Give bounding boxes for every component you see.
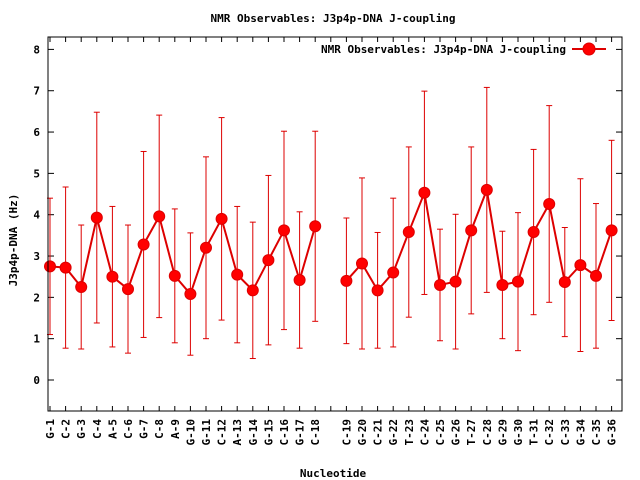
x-tick-label: C-24: [418, 419, 431, 446]
x-tick-label: C-16: [278, 419, 291, 446]
data-point: [231, 268, 244, 281]
x-tick-label: G-7: [138, 419, 151, 439]
x-tick-label: G-10: [184, 419, 197, 446]
x-tick-label: G-11: [200, 419, 213, 446]
data-point: [387, 266, 400, 279]
x-tick-label: C-2: [60, 419, 73, 439]
x-tick-label: G-29: [496, 419, 509, 446]
data-point: [75, 281, 88, 294]
x-tick-label: C-33: [559, 419, 572, 446]
x-tick-label: C-28: [481, 419, 494, 446]
legend-marker: [582, 42, 596, 56]
data-point: [356, 257, 368, 270]
x-tick-label: G-20: [356, 419, 369, 446]
data-point: [278, 224, 290, 237]
x-tick-label: G-1: [44, 419, 57, 439]
x-tick-label: C-4: [91, 419, 104, 439]
x-tick-label: G-36: [606, 419, 619, 446]
data-point: [590, 269, 602, 282]
data-point: [496, 278, 509, 291]
data-point: [418, 186, 431, 199]
x-tick-label: C-18: [309, 419, 322, 446]
x-tick-label: T-27: [465, 419, 478, 446]
data-point: [480, 183, 493, 196]
legend-label: NMR Observables: J3p4p-DNA J-coupling: [321, 43, 566, 56]
y-tick-label: 6: [33, 126, 40, 139]
data-point: [371, 284, 384, 297]
x-tick-label: G-26: [450, 419, 463, 446]
y-tick-label: 1: [33, 333, 40, 346]
data-point: [512, 275, 524, 288]
data-point: [449, 275, 462, 288]
x-tick-labels: G-1 C-2 G-3 C-4 A-5 C-6 G-7 C-8 A-9 G-10 G-11 C-12 A…: [44, 419, 619, 446]
x-tick-label: A-9: [169, 419, 182, 439]
data-point: [527, 226, 540, 239]
x-tick-label: G-14: [247, 419, 260, 446]
data-point: [558, 276, 571, 289]
y-tick-label: 5: [33, 167, 40, 180]
data-point: [340, 274, 353, 287]
data-point: [137, 238, 150, 251]
x-tick-label: G-17: [294, 419, 307, 446]
x-tick-label: G-34: [574, 419, 587, 446]
data-point: [90, 211, 103, 224]
y-axis-label: J3p4p-DNA (Hz): [7, 194, 20, 287]
data-point: [293, 273, 306, 286]
x-tick-label: C-6: [122, 419, 135, 439]
x-tick-label: C-21: [372, 419, 385, 446]
data-point: [153, 210, 166, 223]
y-tick-label: 8: [33, 43, 40, 56]
data-point: [309, 220, 322, 233]
x-tick-label: C-35: [590, 419, 603, 446]
x-tick-label: G-30: [512, 419, 525, 446]
axis-ticks: [48, 37, 622, 411]
data-series: [44, 86, 618, 360]
x-axis-label: Nucleotide: [300, 467, 367, 480]
y-tick-label: 3: [33, 250, 40, 263]
data-point: [574, 259, 587, 272]
series-line: [345, 188, 613, 292]
data-point: [434, 278, 446, 291]
data-point: [402, 226, 415, 239]
x-tick-label: C-8: [153, 419, 166, 439]
data-point: [215, 212, 228, 225]
data-point: [106, 270, 119, 283]
data-point: [59, 261, 72, 274]
data-point: [262, 254, 275, 267]
y-tick-label: 4: [33, 209, 40, 222]
data-point: [200, 241, 212, 254]
series-line: [49, 215, 317, 296]
x-tick-label: G-15: [262, 419, 275, 446]
chart-title: NMR Observables: J3p4p-DNA J-coupling: [210, 12, 455, 25]
data-point: [543, 197, 556, 210]
data-point: [122, 283, 134, 296]
x-tick-label: A-5: [106, 419, 119, 439]
x-tick-label: A-13: [231, 419, 244, 446]
y-tick-label: 0: [33, 374, 40, 387]
x-tick-label: T-23: [403, 419, 416, 446]
x-tick-label: G-3: [75, 419, 88, 439]
x-tick-label: C-32: [543, 419, 556, 446]
x-tick-label: C-25: [434, 419, 447, 446]
data-point: [465, 224, 478, 237]
x-tick-label: G-22: [387, 419, 400, 446]
y-tick-label: 2: [33, 291, 40, 304]
y-tick-labels: 0 1 2 3 4 5 6 7 8: [33, 43, 40, 387]
x-tick-label: C-12: [216, 419, 229, 446]
data-point: [605, 224, 618, 237]
x-tick-label: C-19: [340, 419, 353, 446]
legend: NMR Observables: J3p4p-DNA J-coupling: [321, 42, 606, 56]
x-tick-label: T-31: [528, 419, 541, 446]
plot-frame: [47, 36, 623, 412]
data-point: [246, 284, 259, 297]
data-point: [168, 269, 181, 282]
y-tick-label: 7: [33, 85, 40, 98]
data-point: [44, 260, 56, 273]
data-point: [184, 288, 197, 301]
